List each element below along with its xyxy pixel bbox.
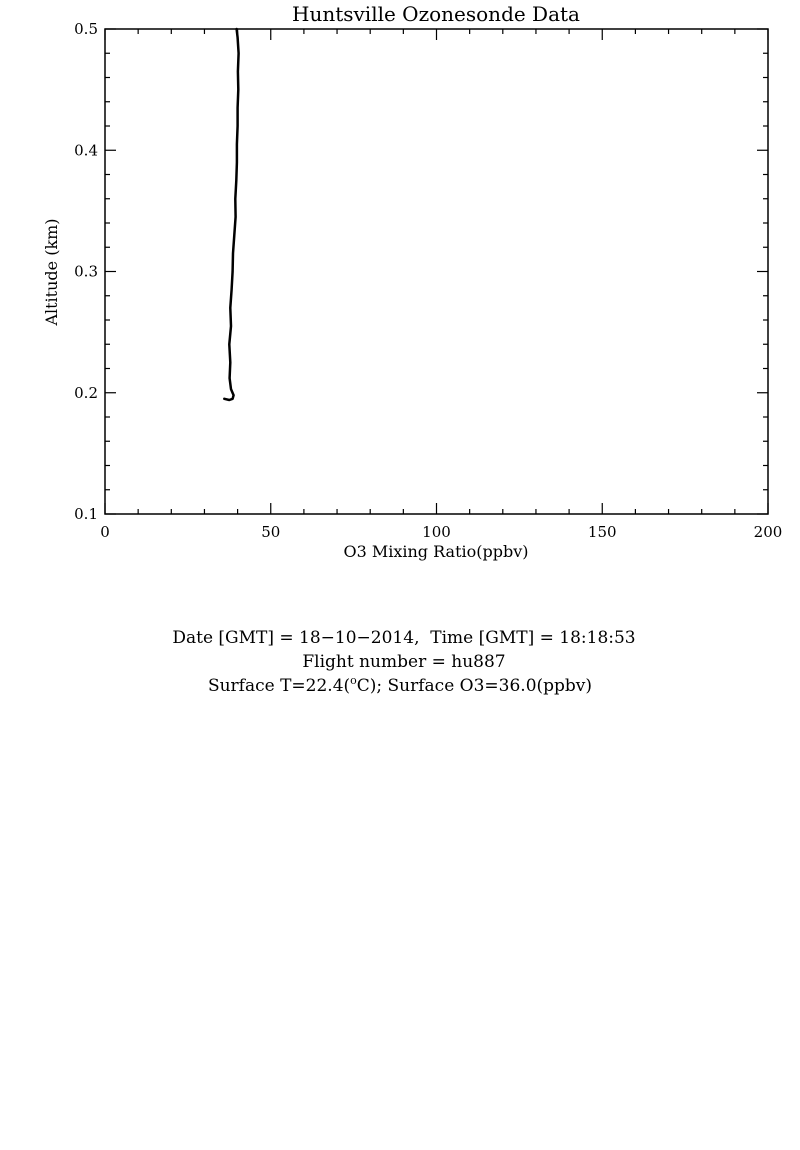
x-tick-labels: 0 50 100 150 200 bbox=[100, 523, 782, 541]
flight-info: Date [GMT] = 18−10−2014, Time [GMT] = 18… bbox=[172, 628, 635, 696]
x-tick-label: 50 bbox=[261, 523, 280, 541]
y-axis-label: Altitude (km) bbox=[42, 218, 61, 326]
ozone-profile-line bbox=[223, 27, 240, 402]
surface-conditions-line: Surface T=22.4(oC); Surface O3=36.0(ppbv… bbox=[208, 674, 592, 696]
y-tick-labels: 0.1 0.2 0.3 0.4 0.5 bbox=[74, 20, 98, 523]
x-tick-label: 200 bbox=[754, 523, 783, 541]
y-tick-label: 0.1 bbox=[74, 505, 98, 523]
plot-frame bbox=[104, 28, 769, 515]
surface-temp-text: Surface T=22.4( bbox=[208, 676, 350, 696]
y-tick-label: 0.4 bbox=[74, 141, 98, 159]
x-axis-label: O3 Mixing Ratio(ppbv) bbox=[343, 542, 528, 561]
x-tick-label: 0 bbox=[100, 523, 110, 541]
y-tick-label: 0.2 bbox=[74, 384, 98, 402]
y-tick-label: 0.3 bbox=[74, 263, 98, 281]
plot-area: 0.1 0.2 0.3 0.4 0.5 0 50 100 150 200 bbox=[74, 20, 782, 541]
x-tick-label: 150 bbox=[588, 523, 617, 541]
date-time-line: Date [GMT] = 18−10−2014, Time [GMT] = 18… bbox=[172, 628, 635, 648]
surface-ozone-text: C); Surface O3=36.0(ppbv) bbox=[357, 676, 592, 696]
flight-number-line: Flight number = hu887 bbox=[302, 652, 505, 672]
x-tick-label: 100 bbox=[422, 523, 451, 541]
degree-superscript: o bbox=[350, 674, 357, 687]
y-tick-label: 0.5 bbox=[74, 20, 98, 38]
chart-title: Huntsville Ozonesonde Data bbox=[292, 2, 580, 26]
tick-marks bbox=[104, 28, 769, 515]
